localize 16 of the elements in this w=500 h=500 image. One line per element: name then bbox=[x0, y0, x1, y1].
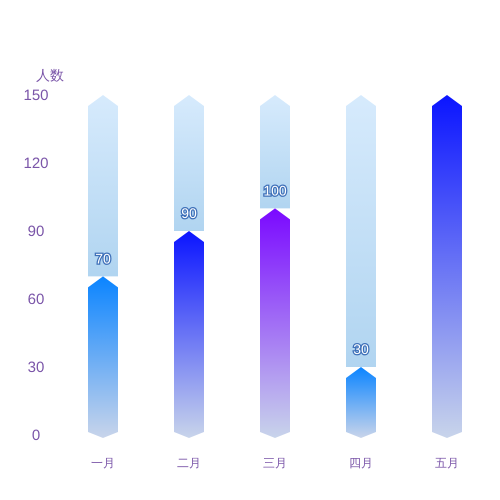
y-tick-label: 150 bbox=[23, 87, 49, 104]
x-tick-label: 三月 bbox=[263, 456, 287, 470]
data-label: 30 bbox=[353, 341, 369, 357]
y-axis-title: 人数 bbox=[36, 67, 64, 83]
x-tick-label: 一月 bbox=[91, 456, 115, 470]
y-tick-label: 60 bbox=[28, 291, 44, 308]
data-label: 70 bbox=[95, 250, 111, 266]
x-tick-label: 二月 bbox=[177, 456, 201, 470]
y-tick-label: 90 bbox=[28, 223, 44, 240]
y-tick-label: 30 bbox=[28, 359, 44, 376]
y-tick-label: 120 bbox=[23, 155, 49, 172]
x-tick-label: 四月 bbox=[349, 456, 373, 470]
data-label: 100 bbox=[263, 182, 287, 198]
y-tick-label: 0 bbox=[32, 427, 40, 444]
x-tick-label: 五月 bbox=[435, 456, 459, 470]
data-label: 90 bbox=[181, 205, 197, 221]
